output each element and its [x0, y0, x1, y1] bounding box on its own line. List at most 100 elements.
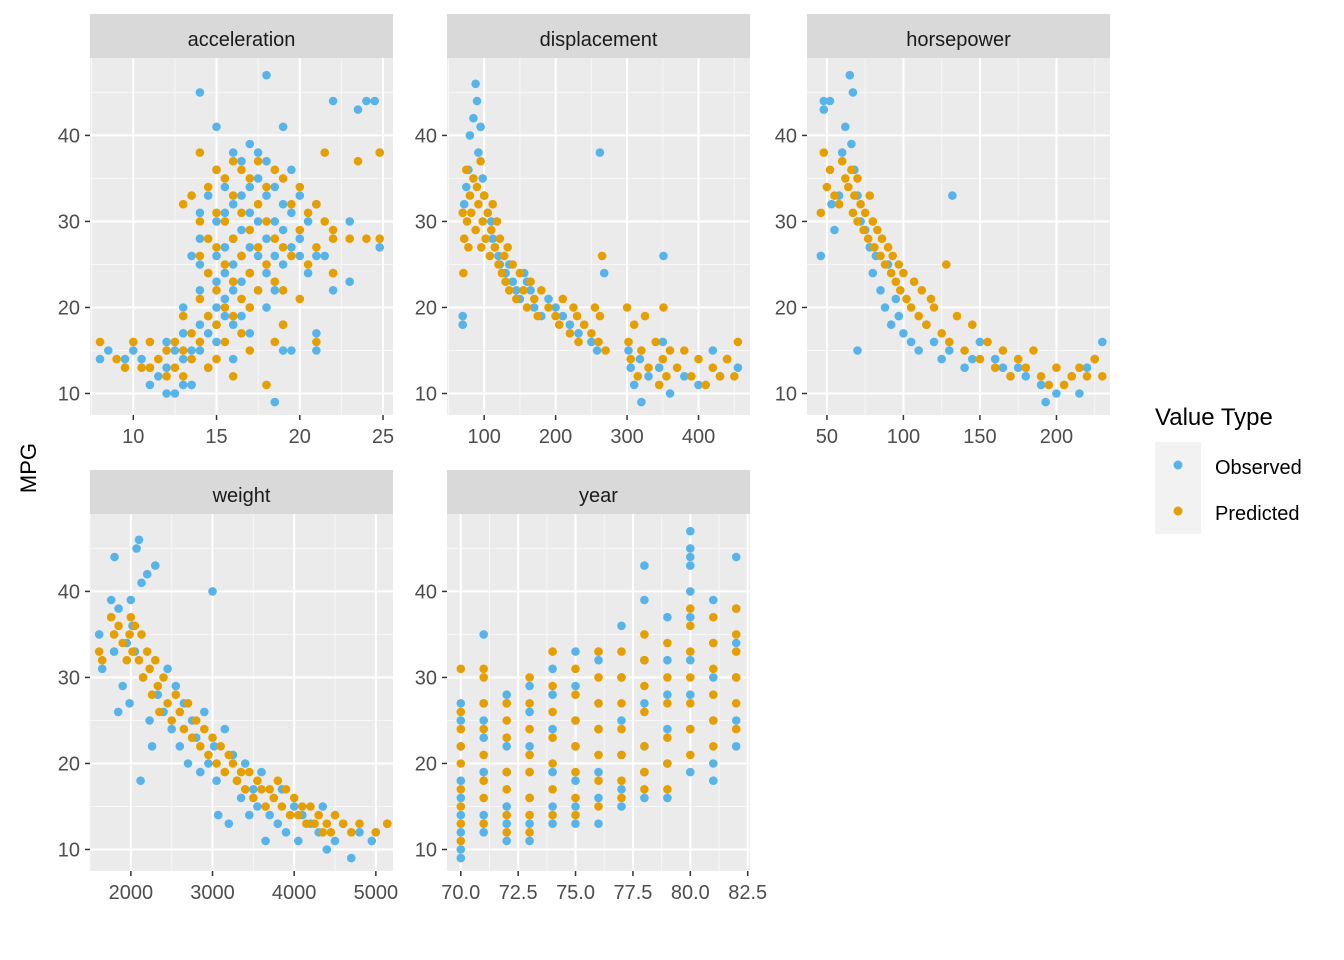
data-point-predicted	[464, 243, 473, 252]
x-tick-label: 100	[887, 426, 920, 448]
data-point-predicted	[212, 243, 221, 252]
data-point-observed	[265, 810, 275, 820]
x-tick-label: 3000	[190, 882, 235, 904]
data-point-observed	[295, 234, 305, 243]
data-point-predicted	[819, 148, 829, 157]
data-point-predicted	[224, 750, 234, 760]
facet-displacement: displacement 100 200 300 400 10 20 30 40	[415, 14, 750, 448]
data-point-predicted	[960, 346, 969, 355]
data-point-predicted	[287, 251, 296, 261]
series-predicted-weight	[94, 612, 392, 837]
data-point-observed	[253, 148, 263, 157]
data-point-observed	[114, 604, 123, 613]
data-point-observed	[686, 587, 695, 596]
data-point-observed	[154, 372, 163, 381]
data-point-observed	[212, 277, 221, 287]
data-point-observed	[479, 828, 489, 837]
data-point-observed	[456, 853, 466, 863]
data-point-predicted	[465, 191, 475, 200]
data-point-predicted	[257, 785, 266, 794]
data-point-predicted	[347, 828, 356, 837]
data-point-predicted	[672, 363, 682, 373]
data-point-predicted	[483, 208, 493, 218]
data-point-observed	[209, 742, 219, 751]
data-point-predicted	[479, 793, 489, 803]
data-point-predicted	[187, 354, 196, 364]
data-point-predicted	[1059, 380, 1069, 390]
data-point-predicted	[571, 810, 580, 820]
data-point-predicted	[633, 372, 643, 381]
legend-label-observed: Observed	[1215, 457, 1302, 479]
data-point-observed	[592, 346, 602, 355]
y-tick-label: 10	[58, 839, 80, 861]
data-point-predicted	[129, 337, 138, 347]
data-point-observed	[880, 303, 890, 312]
data-point-predicted	[474, 199, 483, 209]
data-point-observed	[175, 742, 185, 751]
data-point-predicted	[870, 243, 879, 252]
data-point-observed	[686, 544, 695, 553]
data-point-predicted	[265, 785, 275, 794]
data-point-predicted	[253, 286, 263, 295]
data-point-predicted	[312, 243, 321, 252]
data-point-predicted	[492, 217, 502, 226]
data-point-observed	[841, 122, 850, 132]
data-point-predicted	[651, 337, 660, 347]
data-point-observed	[237, 225, 246, 235]
data-point-predicted	[522, 303, 532, 312]
data-point-observed	[228, 354, 238, 364]
data-point-observed	[328, 96, 338, 106]
data-point-predicted	[109, 630, 119, 639]
data-point-observed	[94, 630, 104, 639]
legend-label-predicted: Predicted	[1215, 503, 1300, 525]
data-point-predicted	[485, 251, 495, 261]
data-point-predicted	[640, 311, 650, 321]
data-point-predicted	[686, 621, 695, 631]
data-point-predicted	[472, 182, 482, 192]
data-point-predicted	[594, 647, 603, 656]
data-point-predicted	[1075, 363, 1084, 373]
x-tick-label: 15	[205, 426, 227, 448]
data-point-predicted	[983, 337, 992, 347]
data-point-observed	[270, 286, 280, 295]
data-point-observed	[312, 251, 321, 261]
data-point-predicted	[816, 208, 826, 218]
data-point-observed	[868, 268, 878, 278]
data-point-observed	[262, 268, 271, 278]
data-point-predicted	[294, 810, 303, 820]
data-point-observed	[287, 346, 296, 355]
data-point-observed	[95, 354, 105, 364]
data-point-observed	[294, 836, 303, 846]
data-point-predicted	[730, 372, 739, 381]
data-point-predicted	[270, 165, 280, 175]
data-point-predicted	[595, 311, 605, 321]
data-point-predicted	[708, 363, 718, 373]
data-point-observed	[644, 372, 653, 381]
data-point-predicted	[142, 647, 152, 656]
strip-year	[447, 470, 750, 514]
data-point-observed	[145, 716, 154, 725]
data-point-predicted	[502, 716, 512, 725]
y-tick-label: 30	[775, 211, 797, 233]
data-point-predicted	[262, 260, 271, 269]
data-point-predicted	[488, 199, 498, 209]
data-point-predicted	[220, 303, 230, 312]
data-point-predicted	[686, 724, 695, 734]
data-point-predicted	[320, 148, 330, 157]
data-point-predicted	[345, 234, 355, 243]
data-point-observed	[204, 759, 213, 768]
data-point-observed	[525, 681, 534, 691]
data-point-predicted	[456, 664, 466, 674]
data-point-observed	[237, 277, 246, 287]
data-point-observed	[456, 716, 466, 725]
data-point-predicted	[548, 647, 557, 656]
data-point-observed	[565, 320, 575, 330]
series-predicted-acceleration	[95, 148, 385, 390]
data-point-predicted	[525, 810, 534, 820]
data-point-observed	[330, 836, 340, 846]
data-point-predicted	[481, 234, 490, 243]
data-point-observed	[287, 208, 296, 218]
data-point-observed	[665, 389, 675, 398]
data-point-predicted	[212, 165, 221, 175]
data-point-predicted	[458, 208, 468, 218]
